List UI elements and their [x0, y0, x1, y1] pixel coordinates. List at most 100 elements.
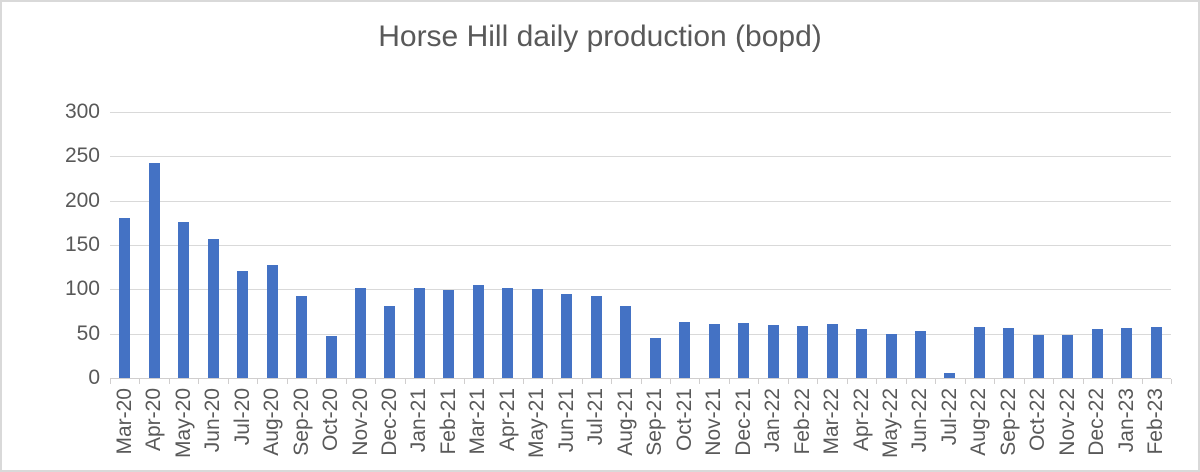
x-tick-label-Jun-22: Jun-22 [908, 388, 932, 453]
bar-Dec-20 [384, 306, 396, 378]
axis-tick [817, 379, 819, 384]
x-tick-label-Oct-21: Oct-21 [672, 388, 696, 452]
bar-Nov-21 [708, 323, 720, 378]
x-tick-label-Oct-22: Oct-22 [1026, 388, 1050, 452]
bar-Mar-22 [826, 323, 838, 378]
axis-tick [1053, 379, 1055, 384]
bar-May-20 [178, 221, 190, 378]
y-tick-label-150: 150 [64, 233, 100, 256]
gridline-100 [110, 289, 1171, 291]
axis-tick [728, 379, 730, 384]
bar-Aug-21 [620, 306, 632, 378]
x-tick-label-Sep-21: Sep-21 [643, 388, 667, 456]
x-tick-label-Jan-23: Jan-23 [1114, 388, 1138, 453]
bar-Jun-20 [207, 238, 219, 378]
axis-tick [1112, 379, 1114, 384]
x-tick-label-Nov-22: Nov-22 [1055, 388, 1079, 456]
bar-Jun-22 [914, 331, 926, 378]
bar-Jun-21 [561, 293, 573, 378]
axis-tick [345, 379, 347, 384]
bar-Sep-21 [649, 338, 661, 378]
x-tick-label-Jul-21: Jul-21 [584, 388, 608, 446]
axis-tick [434, 379, 436, 384]
y-tick-label-100: 100 [64, 277, 100, 301]
x-tick-label-Apr-20: Apr-20 [142, 388, 166, 452]
axis-tick [1141, 379, 1143, 384]
bar-Oct-21 [679, 322, 691, 378]
y-tick-label-50: 50 [76, 321, 100, 345]
y-tick-label-250: 250 [64, 144, 100, 168]
bar-Oct-22 [1032, 335, 1044, 378]
axis-tick [905, 379, 907, 384]
bar-Sep-20 [296, 295, 308, 378]
x-tick-label-Apr-22: Apr-22 [849, 388, 873, 452]
x-axis-line [110, 378, 1171, 379]
axis-tick [787, 379, 789, 384]
bar-Jan-21 [413, 287, 425, 378]
axis-tick [935, 379, 937, 384]
bar-Dec-22 [1091, 329, 1103, 378]
bar-Mar-21 [472, 284, 484, 378]
x-tick-label-Nov-20: Nov-20 [348, 388, 372, 456]
x-tick-label-Sep-22: Sep-22 [996, 388, 1020, 456]
axis-tick [964, 379, 966, 384]
bar-Aug-22 [973, 326, 985, 378]
axis-tick [168, 379, 170, 384]
x-tick-label-Aug-22: Aug-22 [967, 388, 991, 456]
axis-tick [1023, 379, 1025, 384]
bar-Jul-20 [237, 270, 249, 378]
gridline-250 [110, 156, 1171, 158]
bar-Aug-20 [266, 265, 278, 378]
x-tick-label-Mar-21: Mar-21 [466, 388, 490, 455]
axis-tick [758, 379, 760, 384]
bar-Sep-22 [1003, 328, 1015, 378]
x-tick-label-May-20: May-20 [171, 388, 195, 459]
axis-tick [375, 379, 377, 384]
x-tick-label-Feb-23: Feb-23 [1144, 388, 1168, 455]
bar-May-22 [885, 333, 897, 378]
axis-tick [257, 379, 259, 384]
bar-Feb-23 [1150, 326, 1162, 378]
x-tick-label-Mar-20: Mar-20 [112, 388, 136, 455]
axis-tick [1171, 379, 1172, 384]
axis-tick [463, 379, 465, 384]
x-tick-label-Jun-20: Jun-20 [201, 388, 225, 453]
bar-Nov-22 [1062, 334, 1074, 378]
x-tick-label-Feb-21: Feb-21 [436, 388, 460, 455]
bar-Jan-23 [1121, 328, 1133, 378]
axis-tick [994, 379, 996, 384]
bar-Dec-21 [738, 323, 750, 378]
axis-tick [669, 379, 671, 384]
axis-tick [876, 379, 878, 384]
x-tick-label-Dec-20: Dec-20 [377, 388, 401, 456]
bar-Apr-21 [502, 288, 514, 378]
axis-tick [139, 379, 141, 384]
x-tick-label-Jul-20: Jul-20 [230, 388, 254, 446]
gridline-150 [110, 245, 1171, 246]
axis-tick [404, 379, 406, 384]
bar-Feb-22 [797, 325, 809, 378]
axis-tick [110, 379, 111, 384]
bar-Jul-22 [944, 372, 956, 378]
y-tick-label-0: 0 [88, 366, 100, 389]
x-tick-label-May-22: May-22 [879, 388, 902, 459]
x-tick-label-Jan-22: Jan-22 [761, 388, 785, 453]
x-tick-label-Dec-21: Dec-21 [731, 388, 755, 456]
axis-tick [286, 379, 288, 384]
axis-tick [198, 379, 200, 384]
x-tick-label-Mar-22: Mar-22 [820, 388, 844, 455]
bar-Mar-20 [119, 217, 131, 378]
axis-tick [227, 379, 229, 384]
x-tick-label-Feb-22: Feb-22 [790, 388, 814, 455]
gridline-300 [110, 112, 1171, 113]
axis-tick [611, 379, 613, 384]
bar-Feb-21 [443, 290, 455, 378]
axis-tick [316, 379, 318, 384]
bar-Jul-21 [590, 296, 602, 378]
y-tick-label-300: 300 [64, 100, 100, 123]
bar-Apr-22 [856, 329, 868, 378]
axis-tick [846, 379, 848, 384]
axis-tick [640, 379, 642, 384]
x-tick-label-Apr-21: Apr-21 [495, 388, 519, 452]
